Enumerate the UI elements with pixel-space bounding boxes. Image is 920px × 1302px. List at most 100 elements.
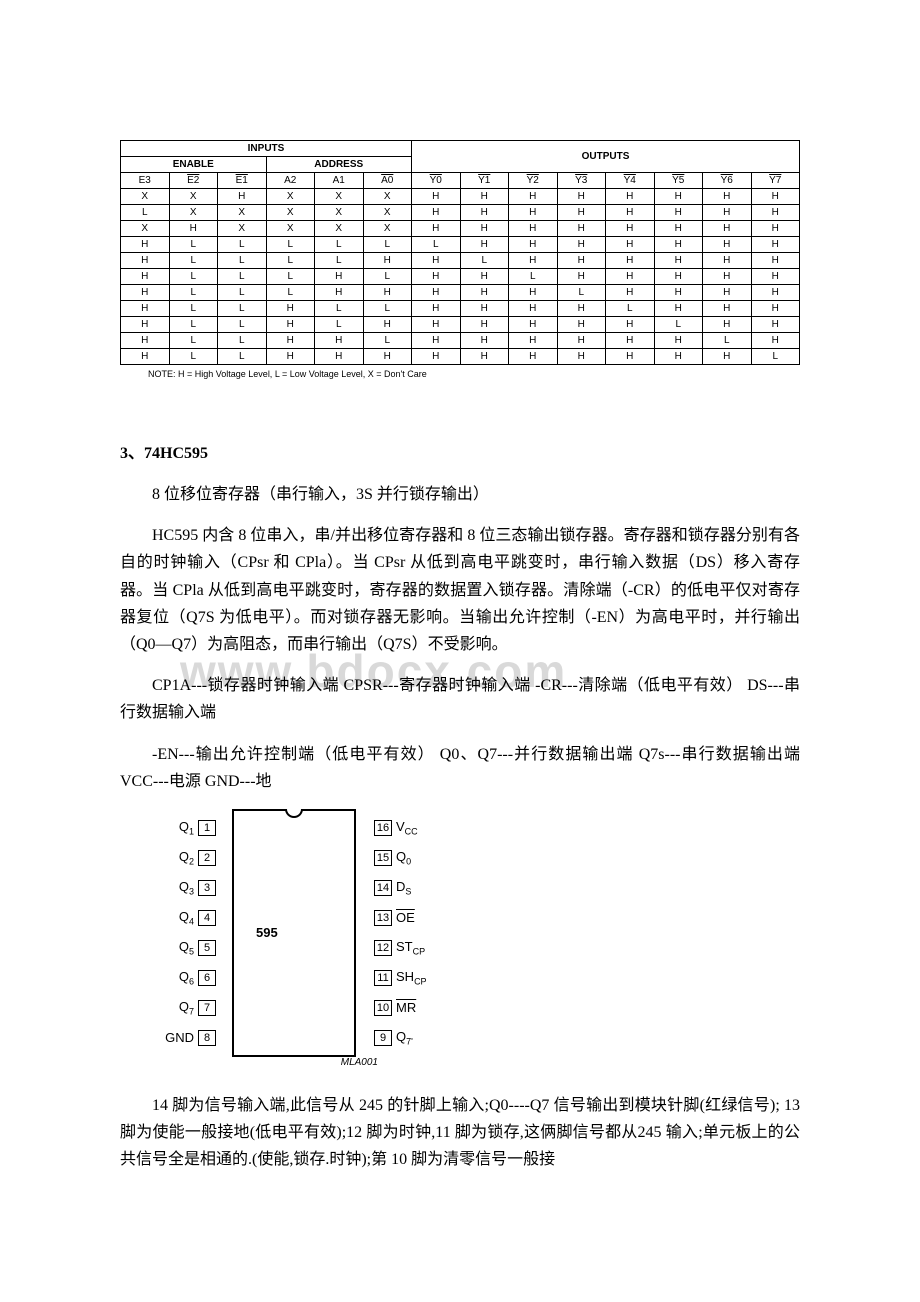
table-row: HLLHHHHHHHHHHL bbox=[121, 349, 800, 365]
pin-row: GND89Q7' bbox=[160, 1023, 430, 1053]
paragraph-3: CP1A---锁存器时钟输入端 CPSR---寄存器时钟输入端 -CR---清除… bbox=[120, 672, 800, 726]
table-cell: H bbox=[557, 301, 606, 317]
pin-number-right: 12 bbox=[374, 940, 392, 956]
col-y5: Y5 bbox=[654, 173, 703, 189]
table-cell: L bbox=[169, 333, 218, 349]
table-note: NOTE: H = High Voltage Level, L = Low Vo… bbox=[148, 369, 800, 379]
table-cell: L bbox=[169, 237, 218, 253]
table-cell: H bbox=[509, 205, 558, 221]
table-cell: L bbox=[315, 237, 364, 253]
table-cell: L bbox=[266, 237, 315, 253]
pin-label-left: Q1 bbox=[160, 819, 194, 837]
address-header: ADDRESS bbox=[266, 157, 412, 173]
table-cell: H bbox=[654, 237, 703, 253]
col-e2: E2 bbox=[169, 173, 218, 189]
table-cell: L bbox=[218, 349, 267, 365]
table-cell: L bbox=[266, 253, 315, 269]
table-cell: H bbox=[557, 205, 606, 221]
table-cell: H bbox=[266, 349, 315, 365]
table-cell: H bbox=[703, 221, 752, 237]
table-cell: L bbox=[606, 301, 655, 317]
pin-row: Q1116VCC bbox=[160, 813, 430, 843]
table-cell: H bbox=[703, 189, 752, 205]
table-cell: H bbox=[315, 285, 364, 301]
pin-row: Q4413OE bbox=[160, 903, 430, 933]
table-cell: H bbox=[751, 285, 800, 301]
table-cell: L bbox=[363, 301, 412, 317]
pin-row: Q7710MR bbox=[160, 993, 430, 1023]
table-cell: H bbox=[509, 317, 558, 333]
table-row: LXXXXXHHHHHHHH bbox=[121, 205, 800, 221]
table-row: XXHXXXHHHHHHHH bbox=[121, 189, 800, 205]
pin-number-left: 1 bbox=[198, 820, 216, 836]
table-cell: H bbox=[218, 189, 267, 205]
table-cell: H bbox=[606, 285, 655, 301]
table-cell: H bbox=[751, 301, 800, 317]
table-cell: H bbox=[412, 269, 461, 285]
table-cell: H bbox=[606, 221, 655, 237]
pin-number-right: 13 bbox=[374, 910, 392, 926]
table-cell: H bbox=[169, 221, 218, 237]
enable-header: ENABLE bbox=[121, 157, 267, 173]
table-cell: H bbox=[412, 205, 461, 221]
table-cell: H bbox=[363, 285, 412, 301]
table-cell: H bbox=[266, 333, 315, 349]
pin-label-right: STCP bbox=[396, 939, 430, 957]
pin-number-left: 8 bbox=[198, 1030, 216, 1046]
table-cell: X bbox=[169, 205, 218, 221]
table-cell: H bbox=[412, 285, 461, 301]
table-cell: H bbox=[654, 301, 703, 317]
table-cell: L bbox=[363, 269, 412, 285]
table-cell: H bbox=[703, 285, 752, 301]
table-cell: L bbox=[363, 237, 412, 253]
table-cell: H bbox=[121, 237, 170, 253]
table-cell: H bbox=[363, 317, 412, 333]
table-cell: H bbox=[557, 253, 606, 269]
paragraph-5: 14 脚为信号输入端,此信号从 245 的针脚上输入;Q0----Q7 信号输出… bbox=[120, 1092, 800, 1174]
table-cell: X bbox=[266, 205, 315, 221]
table-cell: L bbox=[557, 285, 606, 301]
table-row: HLLLLLLHHHHHHH bbox=[121, 237, 800, 253]
table-cell: X bbox=[315, 189, 364, 205]
table-cell: H bbox=[606, 269, 655, 285]
table-cell: X bbox=[266, 221, 315, 237]
table-cell: H bbox=[654, 269, 703, 285]
table-cell: L bbox=[315, 301, 364, 317]
table-cell: H bbox=[654, 253, 703, 269]
table-cell: L bbox=[654, 317, 703, 333]
table-row: HLLLHHHHHLHHHH bbox=[121, 285, 800, 301]
pin-number-right: 9 bbox=[374, 1030, 392, 1046]
table-cell: L bbox=[266, 269, 315, 285]
table-cell: H bbox=[606, 317, 655, 333]
col-y1: Y1 bbox=[460, 173, 509, 189]
pin-label-left: Q6 bbox=[160, 969, 194, 987]
table-cell: H bbox=[121, 269, 170, 285]
pin-label-left: Q2 bbox=[160, 849, 194, 867]
table-cell: H bbox=[654, 333, 703, 349]
pin-label-left: Q3 bbox=[160, 879, 194, 897]
table-cell: L bbox=[169, 253, 218, 269]
table-cell: H bbox=[412, 189, 461, 205]
table-cell: H bbox=[654, 349, 703, 365]
pin-label-right: MR bbox=[396, 1000, 430, 1015]
table-cell: X bbox=[218, 221, 267, 237]
table-cell: X bbox=[121, 189, 170, 205]
table-cell: X bbox=[363, 221, 412, 237]
table-cell: H bbox=[266, 301, 315, 317]
table-row: HLLLLHHLHHHHHH bbox=[121, 253, 800, 269]
table-cell: H bbox=[121, 349, 170, 365]
table-cell: H bbox=[557, 269, 606, 285]
table-cell: L bbox=[218, 237, 267, 253]
table-cell: X bbox=[363, 189, 412, 205]
table-cell: H bbox=[557, 189, 606, 205]
table-cell: H bbox=[606, 189, 655, 205]
paragraph-4: -EN---输出允许控制端（低电平有效） Q0、Q7---并行数据输出端 Q7s… bbox=[120, 741, 800, 795]
pin-number-right: 11 bbox=[374, 970, 392, 986]
table-cell: X bbox=[266, 189, 315, 205]
pin-label-left: Q7 bbox=[160, 999, 194, 1017]
table-cell: L bbox=[460, 253, 509, 269]
table-cell: H bbox=[509, 333, 558, 349]
table-cell: H bbox=[606, 333, 655, 349]
table-cell: L bbox=[218, 317, 267, 333]
table-cell: H bbox=[363, 349, 412, 365]
